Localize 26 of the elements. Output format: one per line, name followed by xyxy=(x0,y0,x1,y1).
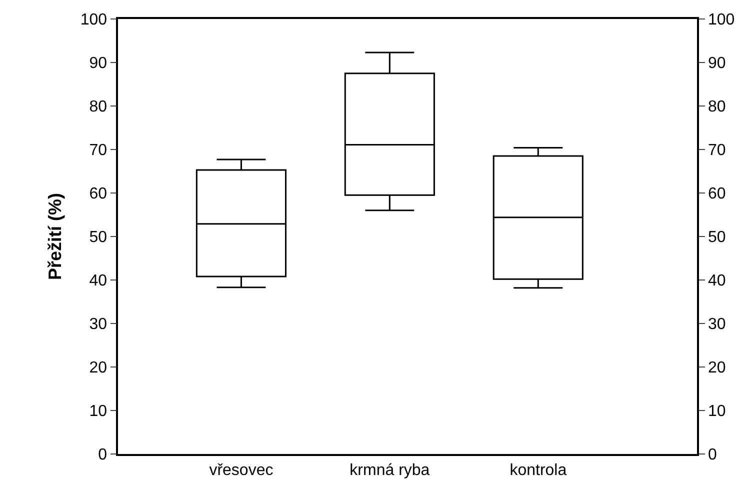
y-tick-label: 90 xyxy=(89,55,108,72)
y2-tick-label: 90 xyxy=(708,55,726,72)
x-tick-label: krmná ryba xyxy=(350,462,430,479)
y2-tick-label: 60 xyxy=(708,186,726,203)
y-tick-label: 20 xyxy=(89,360,108,377)
y2-tick-label: 20 xyxy=(708,360,726,377)
y-tick-label: 80 xyxy=(89,98,108,116)
y2-tick-label: 100 xyxy=(708,12,735,29)
y-tick-label: 100 xyxy=(80,12,108,29)
y-tick-label: 60 xyxy=(89,186,108,203)
y-tick-label: 30 xyxy=(89,316,108,334)
y2-tick-label: 80 xyxy=(708,98,726,116)
x-tick-label: vřesovec xyxy=(209,462,274,479)
y-tick-label: 10 xyxy=(89,403,108,420)
x-tick-label: kontrola xyxy=(510,462,567,479)
y-axis-title: Přežití (%) xyxy=(45,192,66,280)
y-tick-label: 70 xyxy=(89,142,108,160)
y2-tick-label: 50 xyxy=(708,229,726,246)
y2-tick-label: 0 xyxy=(708,446,717,464)
y2-tick-label: 10 xyxy=(708,403,726,420)
y-tick-label: 40 xyxy=(89,272,108,290)
y2-tick-label: 30 xyxy=(708,316,726,334)
y2-tick-label: 40 xyxy=(708,272,726,290)
y2-tick-label: 70 xyxy=(708,142,726,160)
y-tick-label: 50 xyxy=(89,229,108,246)
y-tick-label: 0 xyxy=(98,446,108,464)
